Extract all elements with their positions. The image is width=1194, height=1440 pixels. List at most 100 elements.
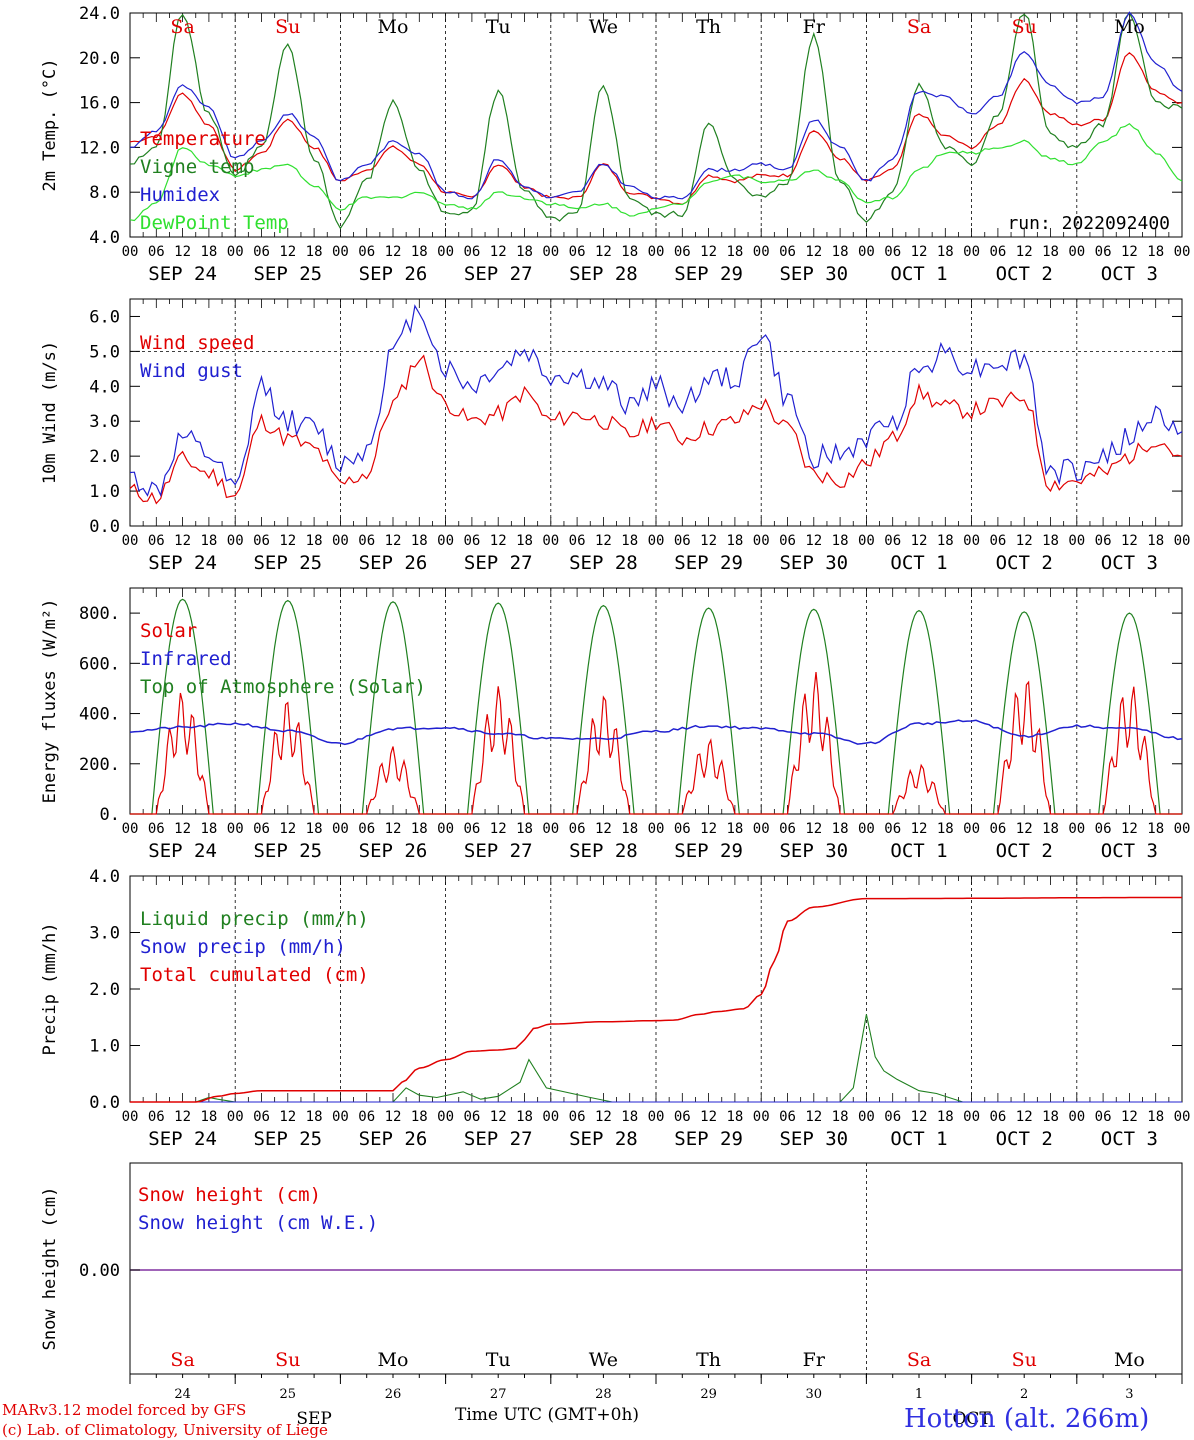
date-tick-label: SEP 26 [359,1128,428,1150]
hour-tick-label: 12 [805,1109,822,1125]
y-tick-label: 24.0 [79,4,120,24]
hour-tick-label: 18 [306,244,323,260]
hour-tick-label: 12 [911,821,928,837]
hour-tick-label: 06 [674,533,691,549]
hour-tick-label: 00 [227,533,244,549]
date-tick-label: OCT 1 [890,1128,947,1150]
hour-tick-label: 06 [358,1109,375,1125]
hour-tick-label: 12 [490,821,507,837]
day-label: Su [1012,16,1037,38]
hour-tick-label: 00 [753,244,770,260]
hour-tick-label: 12 [1121,533,1138,549]
hour-tick-label: 06 [779,1109,796,1125]
y-tick-label: 3.0 [89,412,120,432]
date-tick-label: SEP 29 [674,263,743,285]
series-line-wind-speed [129,354,1183,505]
day-label: We [589,16,618,38]
hour-tick-label: 00 [1174,1109,1191,1125]
y-axis-label: Precip (mm/h) [40,922,60,1055]
day-label: Th [696,16,721,38]
y-axis-label: 10m Wind (m/s) [40,341,60,484]
hour-tick-label: 18 [832,244,849,260]
y-tick-label: 4.0 [89,377,120,397]
hour-tick-label: 18 [621,533,638,549]
date-tick-label: SEP 28 [569,1128,638,1150]
hour-tick-label: 18 [726,1109,743,1125]
hour-tick-label: 06 [1095,244,1112,260]
day-label: Sa [907,16,931,38]
run-label: run: 2022092400 [1007,213,1170,234]
hour-tick-label: 00 [1174,533,1191,549]
hour-tick-label: 12 [279,1109,296,1125]
day-label: Mo [1114,16,1145,38]
hour-tick-label: 00 [648,1109,665,1125]
legend-temperature: Temperature [140,128,266,150]
legend-vigne-temp: Vigne temp [140,156,254,178]
hour-tick-label: 12 [1121,821,1138,837]
hour-tick-label: 00 [227,1109,244,1125]
day-label: Sa [907,1349,931,1371]
hour-tick-label: 06 [569,821,586,837]
date-tick-label: SEP 24 [148,552,217,574]
y-tick-label: 1.0 [89,1037,120,1057]
hour-tick-label: 12 [279,533,296,549]
legend-total-cumulated-cm-: Total cumulated (cm) [140,964,369,986]
y-tick-label: 2.0 [89,447,120,467]
station-label: Hotton (alt. 266m) [904,1404,1150,1434]
x-axis-label: Time UTC (GMT+0h) [455,1405,640,1425]
hour-tick-label: 18 [411,821,428,837]
hour-tick-label: 06 [884,244,901,260]
day-label: Su [275,1349,300,1371]
hour-tick-label: 18 [832,1109,849,1125]
date-tick-label: SEP 26 [359,263,428,285]
hour-tick-label: 00 [437,821,454,837]
hour-tick-label: 18 [1147,244,1164,260]
hour-tick-label: 00 [437,244,454,260]
hour-tick-label: 12 [700,244,717,260]
hour-tick-label: 00 [227,821,244,837]
y-tick-label: 4.0 [89,867,120,887]
hour-tick-label: 12 [805,533,822,549]
series-line-total-cumulated [130,896,1182,1103]
hour-tick-label: 00 [753,1109,770,1125]
hour-tick-label: 18 [1042,533,1059,549]
hour-tick-label: 00 [1174,821,1191,837]
hour-tick-label: 06 [463,821,480,837]
day-number-label: 28 [595,1387,612,1402]
hour-tick-label: 12 [385,533,402,549]
hour-tick-label: 06 [674,244,691,260]
hour-tick-label: 06 [989,1109,1006,1125]
hour-tick-label: 12 [1016,821,1033,837]
hour-tick-label: 00 [963,1109,980,1125]
day-number-label: 26 [385,1387,402,1402]
hour-tick-label: 12 [385,821,402,837]
hour-tick-label: 00 [122,533,139,549]
date-tick-label: SEP 27 [464,1128,533,1150]
hour-tick-label: 06 [989,244,1006,260]
day-label: Tu [486,1349,511,1371]
hour-tick-label: 12 [1121,244,1138,260]
hour-tick-label: 06 [989,821,1006,837]
series-line-top-of-atmosphere-solar- [130,598,1182,815]
month-label-oct: OCT [952,1409,991,1429]
day-number-label: 30 [806,1387,823,1402]
date-tick-label: OCT 3 [1101,263,1158,285]
hour-tick-label: 06 [358,244,375,260]
hour-tick-label: 12 [490,533,507,549]
date-tick-label: SEP 24 [148,263,217,285]
hour-tick-label: 18 [937,533,954,549]
y-tick-label: 400. [79,705,120,725]
hour-tick-label: 06 [148,1109,165,1125]
hour-tick-label: 06 [779,533,796,549]
hour-tick-label: 06 [463,1109,480,1125]
hour-tick-label: 00 [122,821,139,837]
date-tick-label: SEP 28 [569,552,638,574]
hour-tick-label: 12 [385,244,402,260]
hour-tick-label: 06 [358,821,375,837]
hour-tick-label: 12 [279,244,296,260]
y-tick-label: 0.0 [89,1093,120,1113]
hour-tick-label: 06 [253,533,270,549]
hour-tick-label: 00 [858,244,875,260]
hour-tick-label: 06 [1095,1109,1112,1125]
